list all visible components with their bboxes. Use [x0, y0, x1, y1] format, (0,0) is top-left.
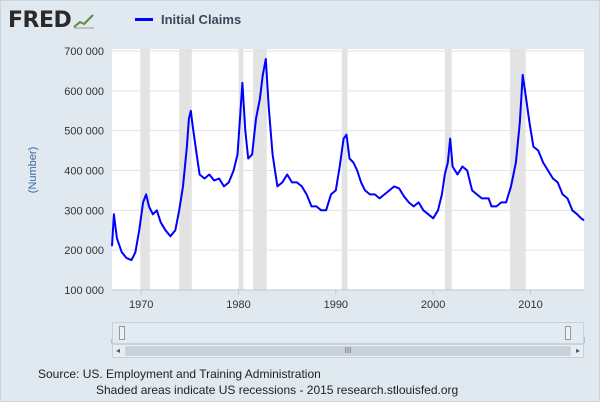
- recession-band: [140, 49, 150, 290]
- y-axis-label: (Number): [27, 147, 39, 193]
- x-tick-label: 2010: [518, 299, 542, 311]
- recession-band: [444, 49, 452, 290]
- x-tick-label: 2000: [421, 299, 445, 311]
- legend-swatch: [135, 18, 153, 21]
- scroll-right-icon[interactable]: ▸: [575, 346, 580, 355]
- recession-band: [341, 49, 348, 290]
- y-tick-label: 200 000: [64, 245, 104, 257]
- chart-legend[interactable]: Initial Claims: [135, 12, 241, 27]
- y-tick-label: 100 000: [64, 285, 104, 297]
- navigator-right-handle[interactable]: [565, 326, 571, 340]
- series-line-initial-claims: [111, 58, 585, 262]
- y-tick-label: 300 000: [64, 205, 104, 217]
- recession-band: [253, 49, 267, 290]
- navigator-left-handle[interactable]: [119, 326, 125, 340]
- y-tick-label: 600 000: [64, 86, 104, 98]
- chart-line-icon: [73, 14, 95, 29]
- range-navigator[interactable]: [112, 322, 584, 344]
- fred-logo[interactable]: FRED: [8, 8, 95, 33]
- scroll-left-icon[interactable]: ◂: [115, 346, 120, 355]
- x-tick-label: 1980: [226, 299, 250, 311]
- y-tick-label: 500 000: [64, 126, 104, 138]
- x-tick-label: 1970: [129, 299, 153, 311]
- recession-note: Shaded areas indicate US recessions - 20…: [96, 383, 459, 397]
- legend-label: Initial Claims: [161, 12, 242, 27]
- y-tick-label: 700 000: [64, 46, 104, 58]
- y-tick-label: 400 000: [64, 166, 104, 178]
- recession-band: [510, 49, 526, 290]
- logo-text: FRED: [8, 8, 72, 33]
- scroll-grip: III: [344, 346, 352, 355]
- x-tick-label: 1990: [324, 299, 348, 311]
- source-note: Source: US. Employment and Training Admi…: [38, 367, 321, 381]
- recession-band: [238, 49, 244, 290]
- scroll-thumb[interactable]: III: [125, 346, 571, 356]
- navigator-scrollbar[interactable]: ◂ III ▸: [112, 344, 584, 358]
- chart-footer: Source: US. Employment and Training Admi…: [38, 366, 458, 398]
